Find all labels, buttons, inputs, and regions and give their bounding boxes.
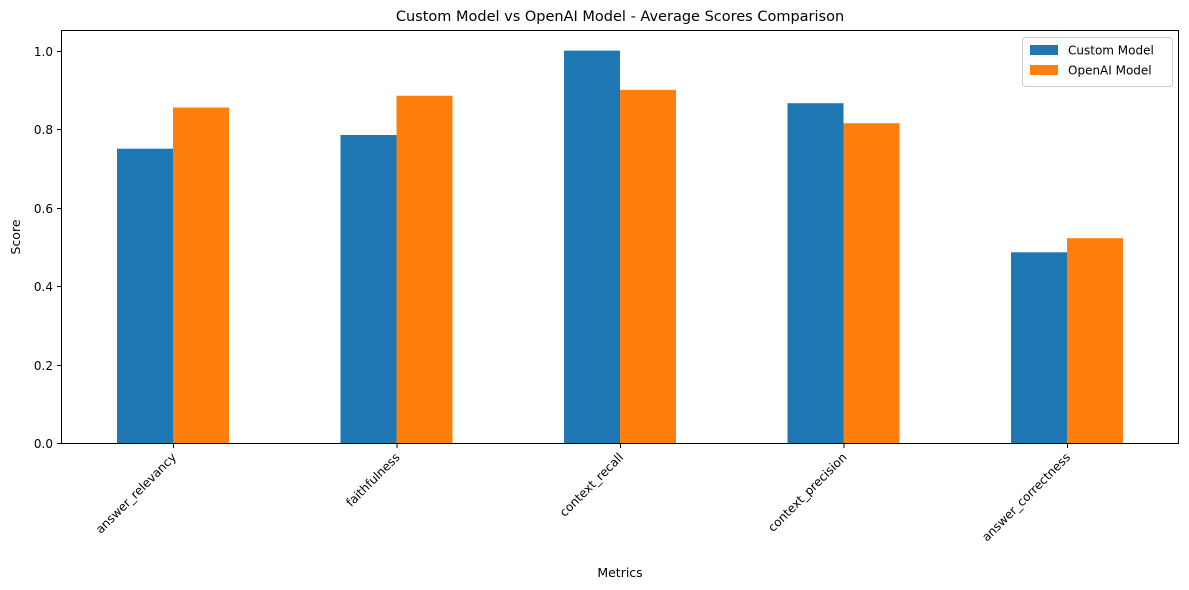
x-tick-label: answer_relevancy: [93, 450, 179, 536]
x-tick-label: context_recall: [557, 450, 626, 519]
bar-openai-faithfulness: [396, 95, 453, 443]
x-tick-label: faithfulness: [343, 450, 402, 509]
bar-openai-context_precision: [843, 123, 900, 443]
x-axis-label: Metrics: [597, 565, 642, 580]
bar-custom-answer_correctness: [1011, 252, 1067, 443]
bar-custom-context_precision: [787, 103, 844, 444]
bars-layer: [117, 50, 1123, 444]
bar-custom-context_recall: [564, 50, 620, 443]
legend-label-openai: OpenAI Model: [1068, 64, 1152, 78]
bar-openai-answer_relevancy: [173, 107, 229, 443]
x-tick-label: context_precision: [765, 450, 849, 534]
x-axis: answer_relevancy faithfulness context_reca…: [93, 443, 1073, 544]
legend-swatch-openai: [1030, 65, 1058, 75]
x-tick-label: answer_correctness: [979, 450, 1073, 544]
legend-swatch-custom: [1030, 45, 1058, 55]
y-tick-label: 1.0: [34, 45, 53, 59]
bar-custom-faithfulness: [340, 134, 397, 443]
y-tick-label: 0.6: [34, 202, 53, 216]
bar-openai-context_recall: [620, 89, 676, 443]
y-tick-label: 0.8: [34, 123, 53, 137]
chart-title: Custom Model vs OpenAI Model - Average S…: [396, 9, 844, 25]
legend-label-custom: Custom Model: [1068, 44, 1154, 58]
legend-box: [1022, 37, 1173, 87]
y-tick-label: 0.0: [34, 437, 53, 451]
bar-custom-answer_relevancy: [117, 148, 173, 443]
legend: Custom Model OpenAI Model: [1022, 37, 1173, 87]
y-tick-label: 0.2: [34, 359, 53, 373]
y-tick-label: 0.4: [34, 280, 53, 294]
bar-openai-answer_correctness: [1067, 238, 1123, 443]
y-axis: 0.0 0.2 0.4 0.6 0.8 1.0: [34, 45, 62, 451]
y-axis-label: Score: [8, 219, 23, 254]
